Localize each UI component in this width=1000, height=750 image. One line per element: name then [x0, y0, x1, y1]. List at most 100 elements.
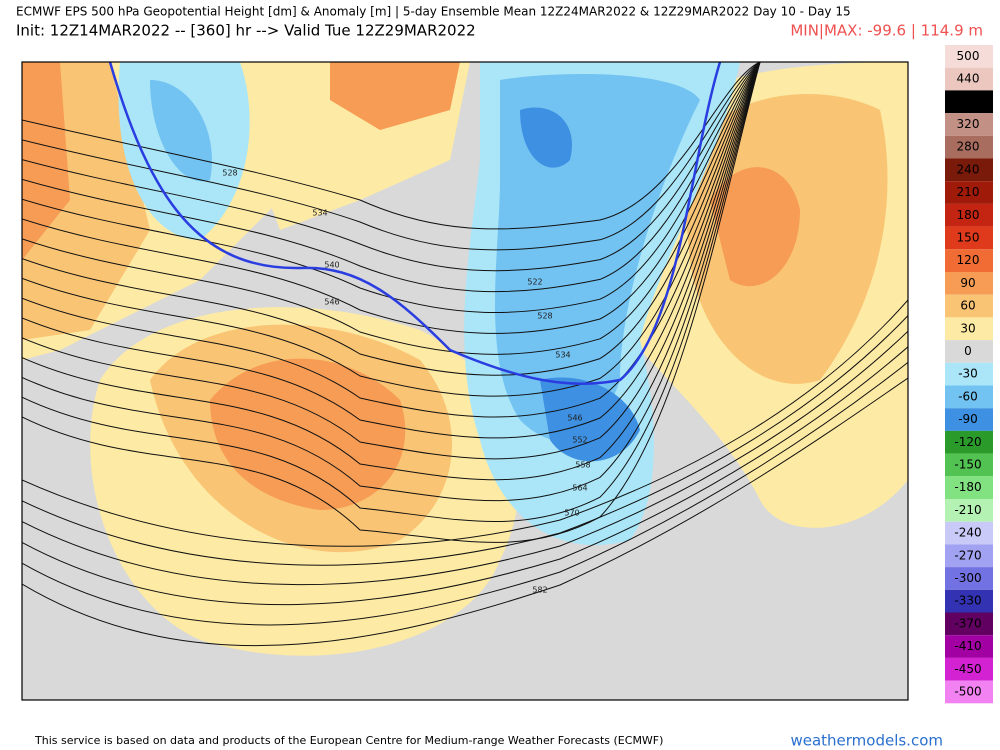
contour-label: 558 [575, 461, 590, 470]
height-contour [22, 299, 908, 547]
legend-swatch [945, 544, 993, 568]
legend-swatch [945, 635, 993, 658]
legend-swatch [945, 340, 993, 363]
legend-label: -300 [954, 571, 981, 585]
height-contour [22, 62, 761, 293]
credit: This service is based on data and produc… [34, 734, 663, 747]
legend-label: -30 [958, 367, 978, 381]
height-contour [22, 62, 761, 355]
legend-label: 120 [957, 253, 980, 267]
legend-swatch [945, 181, 993, 204]
height-contour [22, 62, 761, 314]
height-contour [22, 62, 761, 502]
init-line: Init: 12Z14MAR2022 -- [360] hr --> Valid… [16, 22, 476, 40]
legend-swatch [945, 453, 993, 477]
height-contour [22, 62, 761, 418]
legend-swatch [945, 680, 993, 704]
legend-label: 60 [960, 299, 975, 313]
contour-label: 534 [312, 209, 327, 218]
legend-swatch [945, 521, 993, 545]
height-contour [22, 346, 908, 606]
legend-swatch [945, 135, 993, 159]
legend-swatch [945, 430, 993, 454]
contour-label: 540 [324, 261, 339, 270]
legend: 500 440 380 320 280 240 210 180 150 120 90 60 30 0 -30… [945, 45, 993, 704]
legend-label: 90 [960, 276, 975, 290]
legend-swatch [945, 90, 993, 114]
contour-label: 582 [532, 586, 547, 595]
map-area: 528 534 540 546 522 528 534 546 552 558 564 570 582 [22, 62, 908, 700]
legend-swatch [945, 45, 993, 68]
legend-label: 0 [964, 344, 972, 358]
legend-label: -330 [954, 594, 981, 608]
legend-swatch [945, 158, 993, 182]
legend-swatch [945, 113, 993, 136]
legend-label: -60 [958, 389, 978, 403]
legend-label: -120 [954, 435, 981, 449]
height-contour [22, 330, 908, 586]
legend-swatch [945, 476, 993, 499]
contour-label: 534 [555, 351, 570, 360]
legend-swatch [945, 612, 993, 636]
height-contour [22, 62, 761, 481]
legend-swatch [945, 294, 993, 318]
legend-label: -450 [954, 662, 981, 676]
contour-label: 570 [564, 509, 579, 518]
legend-label: -210 [954, 503, 981, 517]
legend-label: 30 [960, 321, 975, 335]
contour-label: 528 [222, 169, 237, 178]
legend-label: 210 [957, 185, 980, 199]
contour-label: 546 [324, 298, 339, 307]
legend-swatch [945, 249, 993, 272]
height-contour [22, 377, 908, 647]
legend-label: -90 [958, 412, 978, 426]
legend-swatch [945, 499, 993, 522]
legend-label: -240 [954, 526, 981, 540]
legend-label: 320 [957, 117, 980, 131]
contour-label: 552 [572, 436, 587, 445]
height-contour [22, 62, 761, 439]
height-contour [22, 62, 761, 376]
height-contour [22, 315, 908, 566]
height-contour [22, 62, 761, 334]
height-contour [22, 62, 761, 230]
legend-label: -500 [954, 684, 981, 698]
contour-label: 564 [572, 484, 587, 493]
legend-label: 500 [957, 49, 980, 63]
legend-swatch [945, 67, 993, 91]
legend-label: 440 [957, 72, 980, 86]
legend-label: 380 [957, 94, 980, 108]
legend-swatch [945, 567, 993, 590]
height-contour [22, 62, 761, 397]
contour-label: 528 [537, 312, 552, 321]
height-contour [22, 62, 761, 272]
legend-label: -150 [954, 457, 981, 471]
legend-label: 180 [957, 208, 980, 222]
height-contour [22, 62, 761, 460]
height-contour [22, 62, 761, 543]
height-contour [22, 62, 761, 523]
legend-label: 240 [957, 162, 980, 176]
legend-swatch [945, 317, 993, 341]
legend-label: 150 [957, 230, 980, 244]
legend-label: -270 [954, 548, 981, 562]
min-max: MIN|MAX: -99.6 | 114.9 m [790, 22, 983, 40]
height-contour [22, 62, 761, 251]
site-link[interactable]: weathermodels.com [790, 732, 943, 750]
contour-labels: 528 534 540 546 522 528 534 546 552 558 564 570 582 [222, 169, 590, 595]
height-contour [22, 362, 908, 626]
legend-swatch [945, 362, 993, 386]
legend-swatch [945, 408, 993, 431]
legend-label: -370 [954, 616, 981, 630]
contour-label: 522 [527, 278, 542, 287]
legend-swatch [945, 226, 993, 250]
legend-swatch [945, 272, 993, 295]
legend-swatch [945, 203, 993, 227]
legend-label: -410 [954, 639, 981, 653]
legend-swatch [945, 385, 993, 409]
legend-label: -180 [954, 480, 981, 494]
legend-label: 280 [957, 140, 980, 154]
legend-swatch [945, 589, 993, 613]
